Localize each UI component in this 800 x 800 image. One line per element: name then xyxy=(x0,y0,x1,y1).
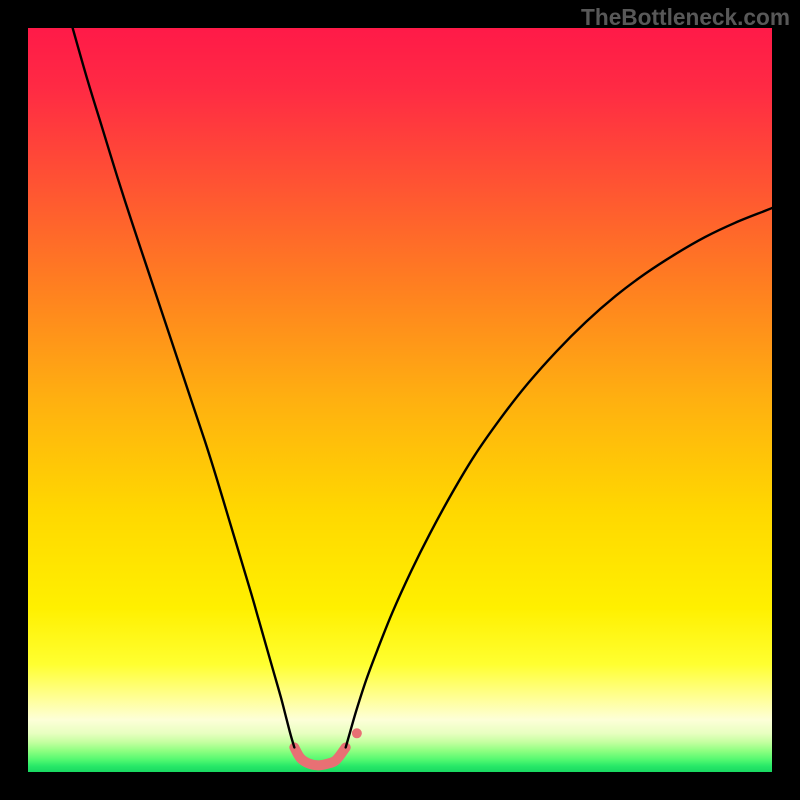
marker-dot xyxy=(352,728,362,738)
bottleneck-curve-chart xyxy=(0,0,800,800)
chart-stage: TheBottleneck.com xyxy=(0,0,800,800)
plot-background xyxy=(28,28,772,772)
